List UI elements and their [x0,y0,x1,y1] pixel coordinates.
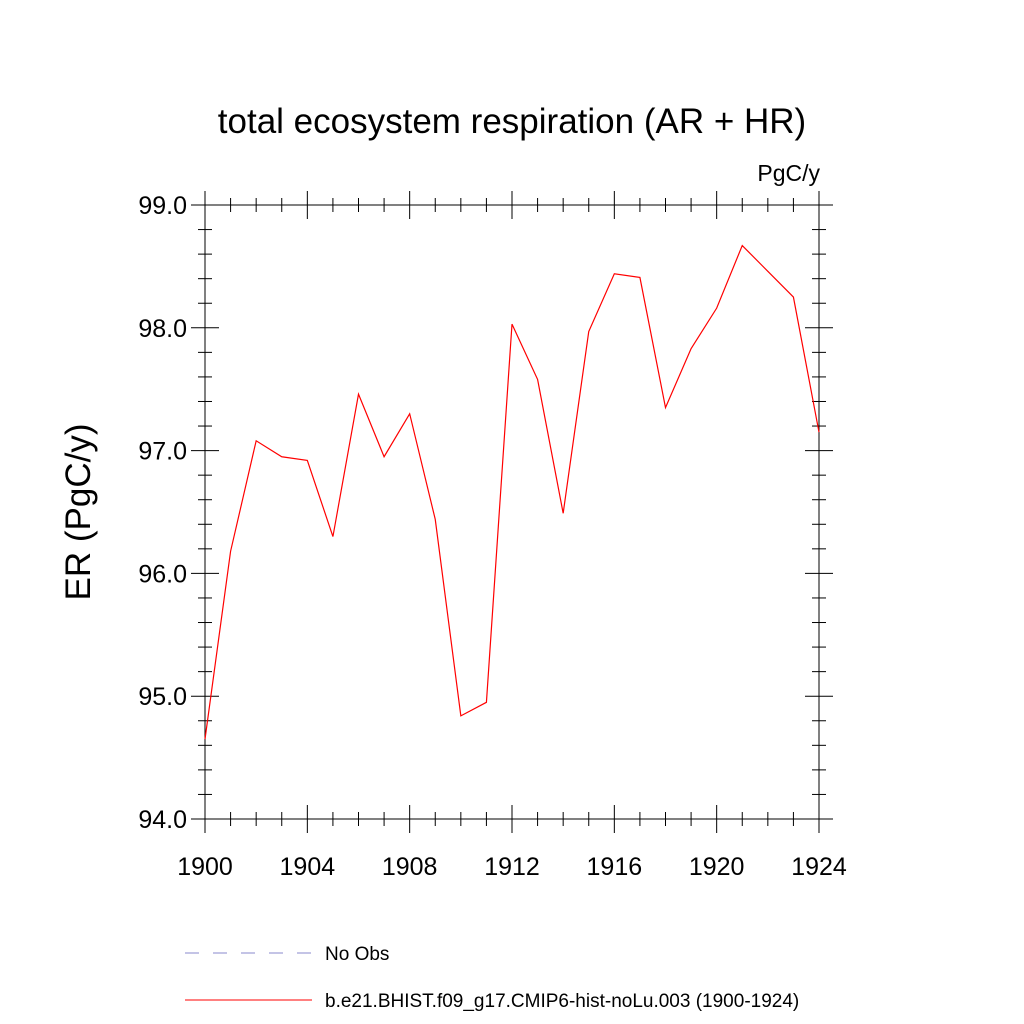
x-tick-labels: 1900 1904 1908 1912 1916 1920 1924 [177,853,847,881]
y-tick-labels: 94.0 95.0 96.0 97.0 98.0 99.0 [138,192,187,834]
plot-frame [204,204,820,820]
y-tick-label: 96.0 [138,560,187,588]
y-axis-label: ER (PgC/y) [59,424,98,601]
units-label: PgC/y [757,160,820,186]
legend-label-no-obs: No Obs [325,944,389,965]
y-tick-label: 95.0 [138,683,187,711]
x-tick-label: 1904 [280,853,336,881]
y-tick-label: 98.0 [138,315,187,343]
x-tick-label: 1908 [382,853,438,881]
legend: No Obs b.e21.BHIST.f09_g17.CMIP6-hist-no… [185,944,799,1012]
chart-title: total ecosystem respiration (AR + HR) [218,102,806,141]
y-tick-label: 99.0 [138,192,187,220]
x-tick-label: 1912 [484,853,540,881]
x-tick-label: 1924 [791,853,847,881]
series-lines [204,244,820,740]
axis-ticks [191,191,833,833]
y-tick-label: 94.0 [138,806,187,834]
x-tick-label: 1900 [177,853,233,881]
x-tick-label: 1916 [587,853,643,881]
x-tick-label: 1920 [689,853,745,881]
y-tick-label: 97.0 [138,438,187,466]
legend-label-model: b.e21.BHIST.f09_g17.CMIP6-hist-noLu.003 … [325,991,799,1012]
series-line [204,244,820,740]
